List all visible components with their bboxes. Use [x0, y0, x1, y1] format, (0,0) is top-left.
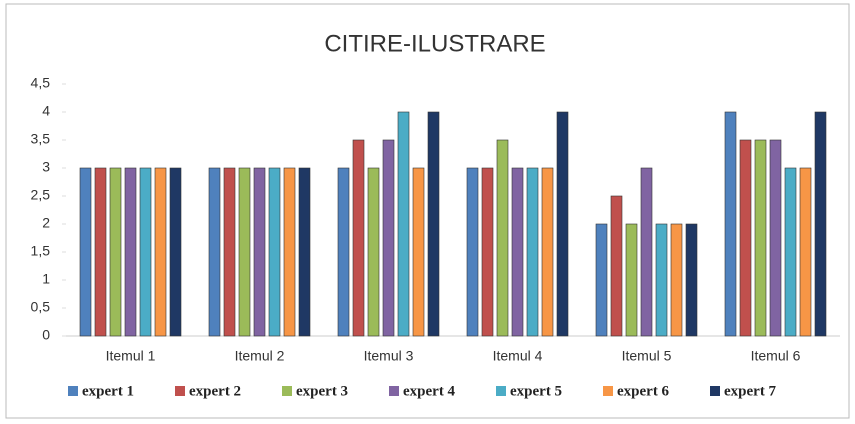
bar [397, 111, 410, 337]
bar [670, 223, 683, 337]
bar [352, 139, 365, 337]
bar [124, 167, 137, 337]
legend-swatch [603, 386, 613, 396]
legend-label: expert 4 [403, 383, 456, 399]
bar [298, 167, 311, 337]
bar [109, 167, 122, 337]
bar [466, 167, 479, 337]
legend-swatch [710, 386, 720, 396]
chart-title: CITIRE-ILUSTRARE [324, 30, 545, 57]
bar [640, 167, 653, 337]
bar [283, 167, 296, 337]
legend-label: expert 3 [296, 383, 348, 399]
y-tick-label: 0 [42, 327, 50, 343]
legend-swatch [389, 386, 399, 396]
x-tick-label: Itemul 3 [364, 348, 414, 364]
y-tick-label: 2 [42, 215, 50, 231]
y-tick-label: 3 [42, 159, 50, 175]
bar [655, 223, 668, 337]
bar [238, 167, 251, 337]
bar [610, 195, 623, 337]
legend-label: expert 1 [82, 383, 134, 399]
bar [154, 167, 167, 337]
legend-label: expert 2 [189, 383, 241, 399]
bar [412, 167, 425, 337]
bar [253, 167, 266, 337]
y-tick-label: 4 [42, 103, 50, 119]
bar [94, 167, 107, 337]
legend-swatch [496, 386, 506, 396]
bar [337, 167, 350, 337]
bar [481, 167, 494, 337]
bar [724, 111, 737, 337]
y-tick-label: 0,5 [31, 299, 51, 315]
bar [208, 167, 221, 337]
bar [79, 167, 92, 337]
bar [511, 167, 524, 337]
legend-label: expert 5 [510, 383, 562, 399]
legend-swatch [175, 386, 185, 396]
y-tick-label: 3,5 [31, 131, 51, 147]
bar [685, 223, 698, 337]
bar [496, 139, 509, 337]
y-tick-label: 2,5 [31, 187, 51, 203]
y-tick-label: 1 [42, 271, 50, 287]
bar [595, 223, 608, 337]
bar [556, 111, 569, 337]
bar [223, 167, 236, 337]
x-tick-label: Itemul 6 [751, 348, 801, 364]
y-tick-label: 4,5 [31, 75, 51, 91]
bar [526, 167, 539, 337]
bar [625, 223, 638, 337]
x-tick-label: Itemul 1 [106, 348, 156, 364]
bar [784, 167, 797, 337]
legend-swatch [282, 386, 292, 396]
y-tick-label: 1,5 [31, 243, 51, 259]
bar [799, 167, 812, 337]
bar [268, 167, 281, 337]
x-tick-label: Itemul 4 [493, 348, 543, 364]
bar [769, 139, 782, 337]
bar [382, 139, 395, 337]
bar [139, 167, 152, 337]
bar [541, 167, 554, 337]
bar [169, 167, 182, 337]
legend-swatch [68, 386, 78, 396]
bar [754, 139, 767, 337]
x-tick-label: Itemul 5 [622, 348, 672, 364]
bar [739, 139, 752, 337]
legend-label: expert 7 [724, 383, 777, 399]
bar [367, 167, 380, 337]
bar [427, 111, 440, 337]
x-tick-label: Itemul 2 [235, 348, 285, 364]
legend-label: expert 6 [617, 383, 670, 399]
bar [814, 111, 827, 337]
